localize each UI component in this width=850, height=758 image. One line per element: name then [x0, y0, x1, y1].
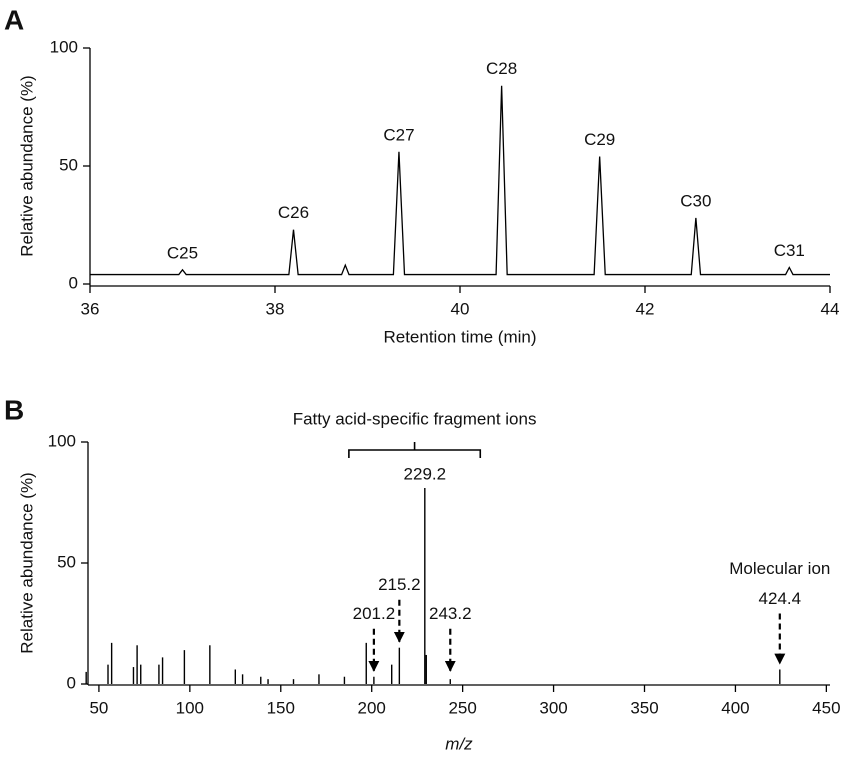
x-tick-label: 450	[812, 698, 840, 717]
x-axis-label: Retention time (min)	[383, 327, 536, 346]
peak-label: 424.4	[759, 589, 802, 608]
y-tick-label: 0	[69, 273, 78, 292]
x-tick-label: 50	[89, 698, 108, 717]
peak-label: C31	[774, 241, 805, 260]
x-tick-label: 150	[267, 698, 295, 717]
y-tick-label: 0	[67, 673, 76, 692]
peak-label: C25	[167, 243, 198, 262]
y-tick-label: 50	[57, 552, 76, 571]
peak-label: C26	[278, 203, 309, 222]
y-axis-label: Relative abundance (%)	[17, 472, 36, 653]
x-axis-label: m/z	[445, 734, 473, 753]
x-tick-label: 40	[451, 299, 470, 318]
peak-label: C27	[383, 125, 414, 144]
peak-label: 201.2	[353, 604, 396, 623]
x-tick-label: 200	[358, 698, 386, 717]
y-tick-label: 100	[48, 431, 76, 450]
x-tick-label: 36	[81, 299, 100, 318]
peak-label: C28	[486, 59, 517, 78]
peak-label: 215.2	[378, 575, 421, 594]
bracket	[348, 442, 482, 458]
x-tick-label: 350	[630, 698, 658, 717]
peak-label: 229.2	[404, 464, 447, 483]
annotation-note: Molecular ion	[729, 559, 830, 578]
y-tick-label: 100	[50, 37, 78, 56]
x-tick-label: 38	[266, 299, 285, 318]
x-tick-label: 42	[636, 299, 655, 318]
x-tick-label: 44	[821, 299, 840, 318]
chromatogram-line	[90, 85, 830, 276]
panel-letter: A	[4, 4, 24, 35]
panel-letter: B	[4, 394, 24, 425]
bracket-label: Fatty acid-specific fragment ions	[293, 409, 537, 428]
y-tick-label: 50	[59, 155, 78, 174]
x-tick-label: 300	[539, 698, 567, 717]
peak-label: 243.2	[429, 604, 472, 623]
x-tick-label: 100	[176, 698, 204, 717]
peak-label: C29	[584, 130, 615, 149]
x-tick-label: 250	[448, 698, 476, 717]
peak-label: C30	[680, 191, 711, 210]
x-tick-label: 400	[721, 698, 749, 717]
y-axis-label: Relative abundance (%)	[17, 75, 36, 256]
